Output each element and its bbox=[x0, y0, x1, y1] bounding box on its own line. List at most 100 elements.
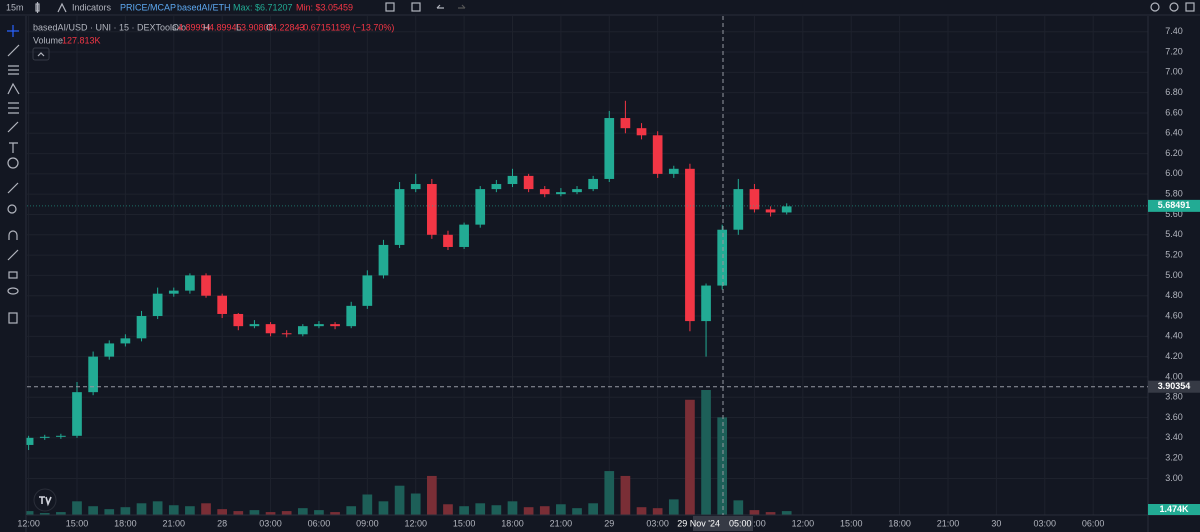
y-tick-label: 4.20 bbox=[1165, 351, 1183, 361]
y-tick-label: 7.40 bbox=[1165, 26, 1183, 36]
plot bbox=[23, 16, 1148, 515]
y-tick-label: 3.20 bbox=[1165, 453, 1183, 463]
x-tick-label: 03:00 bbox=[259, 518, 282, 528]
last-price-label: 5.68491 bbox=[1158, 200, 1191, 210]
x-tick-label: 18:00 bbox=[888, 518, 911, 528]
candle-body bbox=[72, 392, 82, 436]
max-price: Max: $6.71207 bbox=[233, 2, 293, 12]
tv-logo bbox=[33, 488, 57, 512]
volume-bar bbox=[281, 511, 292, 515]
volume-bar bbox=[152, 501, 163, 515]
collapse-icon bbox=[37, 52, 45, 57]
volume-bar bbox=[507, 501, 518, 515]
x-tick-label: 18:00 bbox=[501, 518, 524, 528]
crosshair-time-box bbox=[693, 516, 753, 531]
candle-body bbox=[233, 313, 244, 327]
volume-bar bbox=[201, 503, 211, 515]
symbol: basedAI/USD · UNI · 15 · DEXTools.io bbox=[33, 22, 186, 32]
y-tick-label: 6.80 bbox=[1165, 87, 1183, 97]
volume-bar bbox=[701, 390, 711, 515]
volume-bar bbox=[733, 500, 744, 515]
last-price-box bbox=[1148, 199, 1200, 212]
volume-bar bbox=[556, 504, 566, 515]
volume-bar bbox=[297, 508, 308, 515]
y-tick-label: 3.60 bbox=[1165, 412, 1183, 422]
candle-body bbox=[685, 168, 695, 322]
volume-bar bbox=[346, 506, 357, 515]
volume-bar bbox=[749, 510, 760, 515]
volume-bar bbox=[168, 505, 179, 515]
y-tick-label: 5.60 bbox=[1165, 209, 1183, 219]
x-tick-label: 12:00 bbox=[404, 518, 427, 528]
x-tick-label: 03:00 bbox=[646, 518, 669, 528]
volume-bar bbox=[72, 501, 82, 515]
candle-body bbox=[733, 189, 744, 230]
top-icons[interactable] bbox=[385, 2, 1195, 12]
x-tick-label: 12:00 bbox=[792, 518, 815, 528]
volume-bar bbox=[572, 508, 582, 515]
y-tick-label: 5.80 bbox=[1165, 189, 1183, 199]
y-tick-label: 6.20 bbox=[1165, 148, 1183, 158]
y-tick-label: 5.20 bbox=[1165, 249, 1183, 259]
candle-icon[interactable] bbox=[35, 2, 40, 13]
candle-body bbox=[330, 324, 340, 327]
open-label: O bbox=[172, 22, 179, 32]
volume-bar bbox=[604, 471, 615, 515]
x-tick-label: 15:00 bbox=[840, 518, 863, 528]
x-tick-label: 21:00 bbox=[937, 518, 960, 528]
y-tick-label: 6.40 bbox=[1165, 128, 1183, 138]
y-tick-label: 4.00 bbox=[1165, 371, 1183, 381]
y-tick-label: 4.40 bbox=[1165, 331, 1183, 341]
indicators-icon[interactable] bbox=[57, 2, 67, 13]
crosshair-time-label: 29 Nov '24 bbox=[677, 518, 720, 528]
candle-body bbox=[56, 435, 66, 437]
candle-body bbox=[362, 275, 373, 306]
candle-body bbox=[556, 192, 566, 195]
collapse-button[interactable] bbox=[32, 47, 50, 61]
candle-body bbox=[217, 295, 228, 314]
candle-body bbox=[701, 285, 711, 322]
candle-body bbox=[652, 135, 663, 174]
candle-body bbox=[459, 224, 469, 247]
volume-bar bbox=[459, 506, 469, 515]
candle-body bbox=[668, 168, 679, 174]
y-tick-label: 3.00 bbox=[1165, 473, 1183, 483]
pair-switch[interactable]: basedAI/ETH bbox=[177, 2, 231, 12]
x-tick-label: 03:00 bbox=[1034, 518, 1057, 528]
candle-body bbox=[152, 293, 163, 317]
y-tick-label: 6.60 bbox=[1165, 107, 1183, 117]
volume-bar bbox=[652, 508, 663, 515]
price-mcap-toggle[interactable]: PRICE/MCAP bbox=[120, 2, 176, 12]
volume-bar bbox=[394, 485, 405, 515]
crosshair-hour-label: 05:00 bbox=[729, 518, 752, 528]
candle-body bbox=[765, 209, 776, 213]
left-toolbar bbox=[0, 16, 26, 532]
volume-bar bbox=[588, 503, 598, 515]
x-tick-label: 12:00 bbox=[17, 518, 40, 528]
volume-bar bbox=[265, 512, 276, 515]
candle-body bbox=[491, 184, 502, 190]
volume-bar bbox=[23, 511, 34, 515]
volume-bar bbox=[523, 507, 534, 515]
candle-body bbox=[378, 244, 389, 276]
candle-body bbox=[443, 234, 453, 247]
drawing-tools[interactable] bbox=[7, 25, 20, 324]
indicators-button[interactable]: Indicators bbox=[72, 2, 112, 12]
x-tick-label: 28 bbox=[217, 518, 227, 528]
candle-body bbox=[620, 118, 631, 129]
candle-body bbox=[168, 290, 179, 294]
candle-body bbox=[249, 324, 260, 327]
volume-bar bbox=[136, 503, 147, 515]
candle-body bbox=[120, 338, 131, 344]
volume-bar bbox=[427, 475, 437, 515]
candle-body bbox=[346, 305, 357, 327]
interval[interactable]: 15m bbox=[6, 2, 24, 12]
y-tick-label: 4.80 bbox=[1165, 290, 1183, 300]
crosshair-price-label: 3.90354 bbox=[1158, 381, 1191, 391]
candle-body bbox=[781, 206, 792, 213]
candle-body bbox=[717, 229, 728, 286]
volume-bar bbox=[410, 493, 421, 515]
x-tick-label: 21:00 bbox=[550, 518, 573, 528]
volume-bar bbox=[88, 506, 98, 515]
candle-body bbox=[749, 189, 760, 210]
